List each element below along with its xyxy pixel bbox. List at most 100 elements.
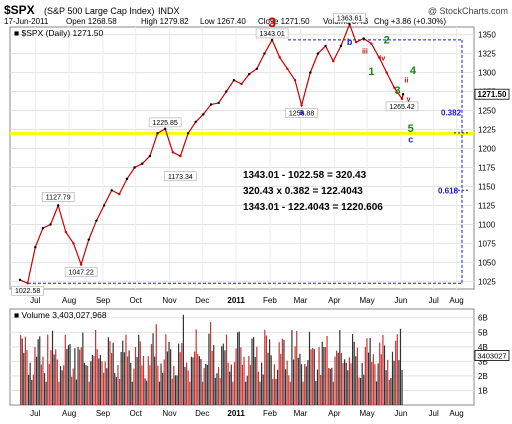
volume-bar (192, 357, 194, 405)
volume-bar (270, 355, 272, 405)
volume-bar (48, 364, 50, 405)
annotation-box (11, 285, 44, 296)
wave-label: iii (362, 49, 368, 56)
price-point (179, 154, 182, 158)
volume-bar (308, 331, 311, 405)
volume-bar (332, 381, 335, 405)
annotation-label: 1225.85 (152, 120, 177, 127)
price-point (72, 242, 75, 245)
volume-bar (246, 375, 248, 405)
wave-label: ii (404, 77, 408, 84)
volume-bar (83, 362, 86, 405)
price-annotations: 1022.58 1047.22 1127.79 1225.85 1173.34 1343.… (11, 12, 419, 296)
x-tick-label: May (359, 296, 374, 305)
volume-legend: ■ Volume 3,403,027,968 (14, 310, 107, 320)
watermark: @ StockCharts.com (428, 6, 508, 16)
volume-bar (320, 374, 322, 405)
price-point (385, 71, 388, 74)
volume-bar (345, 362, 347, 405)
annotation-label: 1343.01 (259, 31, 284, 38)
price-point (26, 282, 29, 285)
volume-bar (222, 343, 224, 405)
price-point (400, 97, 404, 101)
volume-bar (257, 371, 260, 405)
price-point (270, 38, 274, 42)
price-point (156, 132, 159, 135)
volume-bar (316, 369, 319, 405)
volume-bar (334, 356, 336, 405)
volume-bar (385, 370, 387, 405)
volume-bar (79, 349, 81, 405)
volume-bar (142, 355, 145, 405)
volume-bar (393, 360, 395, 405)
price-point (324, 44, 327, 48)
symbol-name: (S&P 500 Large Cap Index) (44, 6, 154, 16)
price-y-tick-label: 1250 (478, 107, 496, 116)
price-point (309, 71, 312, 74)
volume-bar (160, 363, 162, 405)
volume-bar (150, 344, 153, 405)
volume-bar (216, 373, 218, 405)
price-y-tick-label: 1150 (478, 182, 496, 191)
price-point (332, 59, 335, 63)
volume-bar (64, 334, 66, 405)
wave-label: b (347, 37, 353, 47)
volume-bar (176, 375, 178, 405)
x-tick-label: Apr (328, 296, 341, 305)
x-axis-top: Jul Aug Sep Oct Nov Dec 2011 Feb Mar Apr May Jun Jul… (30, 296, 463, 305)
volume-bar (131, 381, 133, 405)
volume-bar (272, 378, 274, 405)
volume-bar (112, 342, 114, 405)
volume-bar (208, 333, 210, 405)
volume-bar (27, 374, 30, 405)
volume-bar (227, 362, 229, 405)
price-point (293, 78, 297, 82)
volume-bar (155, 324, 157, 405)
volume-bar (190, 356, 192, 405)
volume-bar (339, 330, 341, 405)
volume-bar (259, 381, 261, 405)
x-tick-label-volume: Mar (294, 409, 308, 418)
volume-bar (268, 339, 271, 405)
volume-bar (278, 342, 280, 405)
volume-y-tick-label: 3B (478, 357, 488, 366)
x-tick-label-volume: May (359, 409, 374, 418)
volume-bar (168, 341, 170, 405)
volume-bar (80, 347, 82, 405)
price-point (110, 189, 113, 192)
price-point (247, 72, 251, 76)
volume-bar (31, 380, 33, 405)
calc-line-2: 320.43 x 0.382 = 122.4043 (243, 186, 363, 197)
volume-bar (82, 332, 84, 405)
price-point (79, 263, 83, 266)
volume-bar (337, 352, 339, 405)
price-y-tick-label: 1200 (478, 145, 496, 154)
volume-bar (23, 352, 25, 405)
volume-bar (171, 378, 173, 405)
volume-y-tick-label: 4B (478, 343, 488, 352)
volume-bar (214, 377, 216, 405)
quote-low: Low 1267.40 (200, 17, 246, 26)
x-tick-label: Nov (162, 296, 176, 305)
volume-bar (109, 340, 111, 405)
volume-bar (122, 340, 124, 405)
volume-bar (66, 348, 68, 405)
volume-bar (75, 379, 78, 405)
volume-bar (63, 365, 65, 405)
price-y-tick-label: 1025 (478, 277, 496, 286)
volume-bar (367, 352, 370, 405)
volume-bar (189, 381, 191, 405)
volume-bar (166, 351, 169, 405)
wave-label: 1 (368, 66, 374, 78)
volume-bar (144, 378, 146, 405)
price-point (255, 67, 259, 70)
price-point (163, 127, 167, 131)
x-tick-label: Oct (129, 296, 142, 305)
volume-bar (20, 335, 22, 405)
volume-bar (238, 331, 240, 405)
quote-open: Open 1268.58 (66, 17, 117, 26)
x-tick-label: 2011 (227, 296, 245, 305)
volume-bar (99, 354, 102, 405)
volume-bar (399, 328, 402, 405)
